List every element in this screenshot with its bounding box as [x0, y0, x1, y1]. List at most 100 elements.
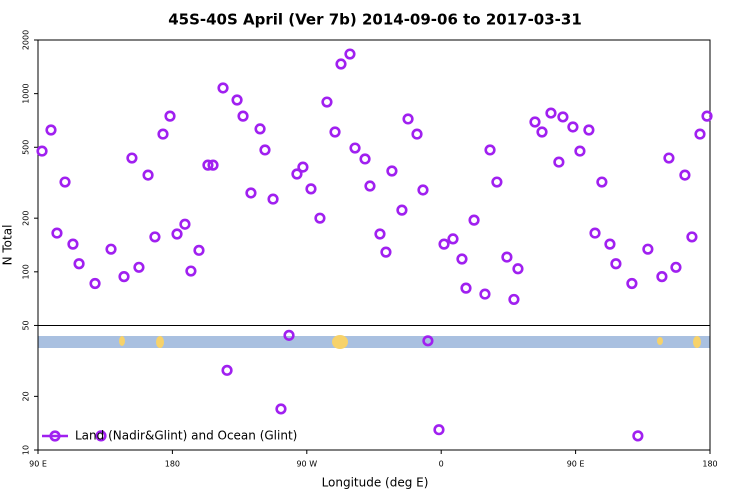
point [275, 403, 287, 415]
y-tick-label: 10 [22, 445, 31, 455]
point [589, 227, 601, 239]
point [553, 156, 565, 168]
point [202, 159, 214, 171]
point [396, 204, 408, 216]
legend-marker [49, 430, 61, 442]
point [447, 233, 459, 245]
point [694, 128, 706, 140]
point [417, 184, 429, 196]
point [604, 238, 616, 250]
point [217, 82, 229, 94]
x-tick-label: 90 W [296, 460, 317, 469]
y-tick-label: 20 [22, 391, 31, 401]
land-patch [693, 336, 701, 348]
point [207, 159, 219, 171]
point [254, 123, 266, 135]
point [89, 277, 101, 290]
y-axis-label: N Total [1, 225, 15, 266]
point [411, 128, 423, 140]
point [422, 335, 434, 347]
point [51, 227, 63, 239]
point [36, 145, 48, 157]
point [663, 152, 675, 164]
point [545, 107, 557, 119]
point [193, 244, 205, 256]
point [221, 364, 233, 376]
point [59, 176, 71, 188]
point [374, 228, 386, 240]
point [686, 231, 698, 243]
land-patch [332, 335, 348, 349]
point [126, 152, 138, 164]
point [185, 265, 197, 277]
plot-frame [37, 39, 711, 451]
point [73, 258, 85, 270]
point [267, 193, 279, 205]
point [632, 430, 644, 442]
x-axis-label: Longitude (deg E) [322, 476, 429, 490]
point [529, 116, 541, 128]
y-tick-label: 100 [22, 264, 31, 279]
x-tick-label: 0 [439, 460, 444, 469]
point [349, 142, 361, 154]
point [335, 58, 347, 70]
point [386, 165, 398, 177]
point [574, 145, 586, 157]
point [460, 282, 472, 294]
point [626, 277, 638, 290]
point [237, 110, 249, 122]
point [344, 48, 356, 60]
x-tick-label: 180 [702, 460, 717, 469]
point [501, 251, 513, 263]
point [95, 430, 107, 442]
point [283, 329, 295, 341]
point [231, 94, 243, 106]
point [171, 228, 183, 240]
point [583, 124, 595, 136]
point [359, 153, 371, 165]
point [701, 110, 713, 122]
point [157, 128, 169, 140]
point [321, 96, 333, 108]
point [164, 110, 176, 122]
point [456, 253, 468, 265]
point [149, 231, 161, 243]
chart-title: 45S-40S April (Ver 7b) 2014-09-06 to 201… [168, 11, 582, 29]
point [610, 258, 622, 270]
point [67, 238, 79, 250]
point [679, 169, 691, 181]
point [245, 187, 257, 199]
point [567, 121, 579, 133]
point [479, 288, 491, 300]
point [105, 243, 117, 255]
point [642, 243, 654, 255]
point [433, 424, 445, 436]
surface-band [38, 336, 710, 348]
y-tick-label: 2000 [22, 30, 31, 50]
point [557, 111, 569, 123]
point [656, 271, 668, 283]
point [133, 261, 145, 273]
point [484, 144, 496, 156]
point [402, 113, 414, 125]
point [118, 271, 130, 283]
point [259, 144, 271, 156]
y-tick-label: 1000 [22, 83, 31, 103]
point [179, 218, 191, 230]
point [670, 261, 682, 273]
point [291, 168, 303, 180]
legend-label: Land (Nadir&Glint) and Ocean (Glint) [75, 429, 297, 443]
point [305, 183, 317, 195]
point [380, 246, 392, 258]
point [512, 263, 524, 275]
point [142, 169, 154, 181]
point [438, 238, 450, 250]
point [314, 212, 326, 224]
point [297, 161, 309, 173]
point [508, 293, 520, 306]
x-tick-label: 90 E [29, 460, 47, 469]
point [596, 176, 608, 188]
y-tick-label: 500 [22, 140, 31, 155]
